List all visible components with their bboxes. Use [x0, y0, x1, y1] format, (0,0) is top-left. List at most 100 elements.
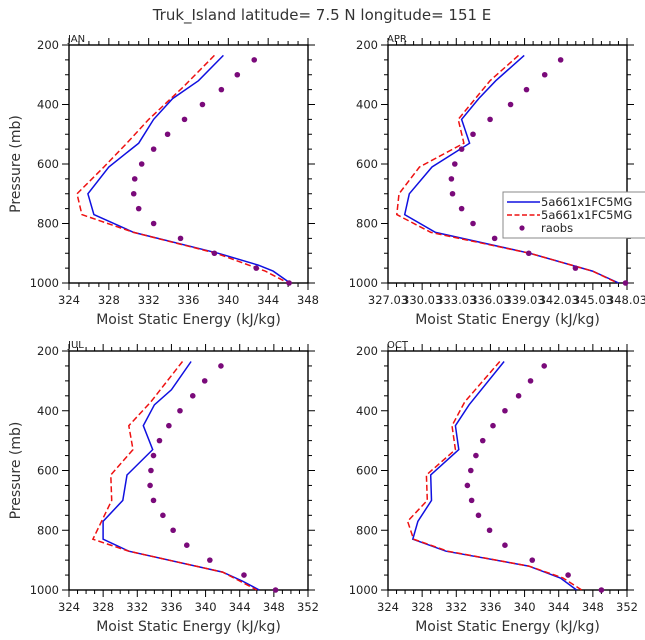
model-line-solid [411, 361, 578, 591]
panel-label: JAN [67, 34, 85, 45]
legend-entry-label: 5a661x1FC5MG [541, 195, 632, 209]
x-tick-label: 348 [263, 600, 285, 614]
raobs-point [529, 557, 536, 563]
raobs-point [207, 557, 213, 563]
raobs-point [458, 146, 465, 152]
raobs-point [150, 452, 157, 459]
x-tick-label: 340 [514, 600, 536, 614]
model-line-solid [87, 54, 291, 284]
raobs-point [150, 497, 157, 504]
model-line-solid [403, 54, 620, 284]
x-tick-label: 324 [58, 600, 80, 614]
x-tick-label: 344 [229, 600, 251, 614]
x-tick-label: 345.03 [573, 293, 613, 307]
raobs-point [572, 265, 579, 271]
raobs-point [557, 57, 564, 63]
raobs-point [502, 542, 508, 548]
raobs-point [507, 101, 514, 108]
y-tick-label: 400 [356, 404, 378, 418]
raobs-point [490, 422, 496, 429]
x-axis-label: Moist Static Energy (kJ/kg) [96, 312, 281, 328]
x-tick-label: 328 [98, 293, 120, 307]
y-tick-label: 400 [37, 98, 59, 112]
x-tick-label: 327.03 [368, 293, 408, 307]
raobs-point [470, 131, 476, 138]
y-tick-label: 800 [356, 217, 378, 231]
x-tick-label: 330.03 [402, 293, 442, 307]
y-tick-label: 400 [37, 404, 59, 418]
raobs-point [189, 393, 196, 399]
y-tick-label: 200 [37, 38, 59, 52]
raobs-point [148, 467, 154, 474]
y-tick-label: 200 [356, 344, 378, 358]
x-tick-label: 328 [411, 600, 433, 614]
raobs-point [473, 452, 479, 459]
raobs-point [199, 101, 206, 108]
y-tick-label: 200 [356, 38, 378, 52]
raobs-point [541, 363, 548, 369]
y-tick-label: 1000 [30, 276, 59, 290]
raobs-point [218, 363, 224, 369]
raobs-point [156, 437, 163, 444]
x-tick-label: 333.03 [436, 293, 476, 307]
x-tick-label: 342.03 [539, 293, 579, 307]
x-tick-label: 332 [138, 293, 160, 307]
x-tick-label: 332 [445, 600, 467, 614]
raobs-point [201, 378, 208, 384]
raobs-point [452, 161, 458, 167]
y-tick-label: 800 [37, 217, 59, 231]
raobs-point [170, 527, 176, 534]
raobs-point [491, 235, 498, 242]
figure-title: Truk_Island latitude= 7.5 N longitude= 1… [152, 6, 492, 25]
y-tick-label: 1000 [349, 583, 378, 597]
x-tick-label: 332 [126, 600, 148, 614]
x-tick-label: 336.03 [470, 293, 510, 307]
plot-frame [387, 350, 628, 591]
raobs-point [147, 482, 153, 489]
y-tick-label: 200 [37, 344, 59, 358]
raobs-point [253, 265, 260, 271]
x-tick-label: 348 [297, 293, 319, 307]
raobs-point [598, 587, 605, 593]
x-axis-label: Moist Static Energy (kJ/kg) [415, 312, 600, 328]
y-axis-label: Pressure (mb) [8, 115, 24, 213]
x-tick-label: 348.03 [607, 293, 645, 307]
y-tick-label: 800 [356, 523, 378, 537]
model-line-dashed [396, 54, 618, 284]
raobs-point [177, 235, 184, 242]
y-axis-label: Pressure (mb) [8, 422, 24, 520]
raobs-point [622, 280, 629, 286]
x-tick-label: 324 [377, 600, 399, 614]
panel-label: JUL [67, 340, 84, 351]
raobs-point [135, 205, 142, 212]
y-tick-label: 600 [356, 464, 378, 478]
raobs-point [487, 116, 493, 123]
model-line-dashed [76, 54, 289, 284]
x-tick-label: 340 [195, 600, 217, 614]
raobs-point [527, 378, 534, 384]
plot-frame [68, 350, 309, 591]
raobs-point [150, 220, 157, 227]
x-tick-label: 336 [178, 293, 200, 307]
raobs-point [181, 116, 188, 123]
y-tick-label: 800 [37, 523, 59, 537]
x-tick-label: 348 [582, 600, 604, 614]
x-tick-label: 336 [160, 600, 182, 614]
raobs-point [218, 86, 225, 93]
y-tick-label: 400 [356, 98, 378, 112]
x-tick-label: 352 [616, 600, 638, 614]
raobs-point [150, 146, 157, 152]
x-tick-label: 344 [548, 600, 570, 614]
raobs-point [286, 280, 292, 286]
raobs-point [525, 250, 532, 257]
y-tick-label: 1000 [349, 276, 378, 290]
raobs-point [448, 176, 455, 182]
raobs-point [565, 572, 571, 578]
x-tick-label: 340 [217, 293, 239, 307]
panel-apr: APR327.03330.03333.03336.03339.03342.033… [349, 34, 645, 328]
panel-label: APR [387, 34, 407, 45]
x-tick-label: 344 [257, 293, 279, 307]
panel-jul: JUL 324 328 332 336 340 344 348 352 200 400 600 800 1… [8, 340, 319, 635]
raobs-point [241, 572, 247, 578]
